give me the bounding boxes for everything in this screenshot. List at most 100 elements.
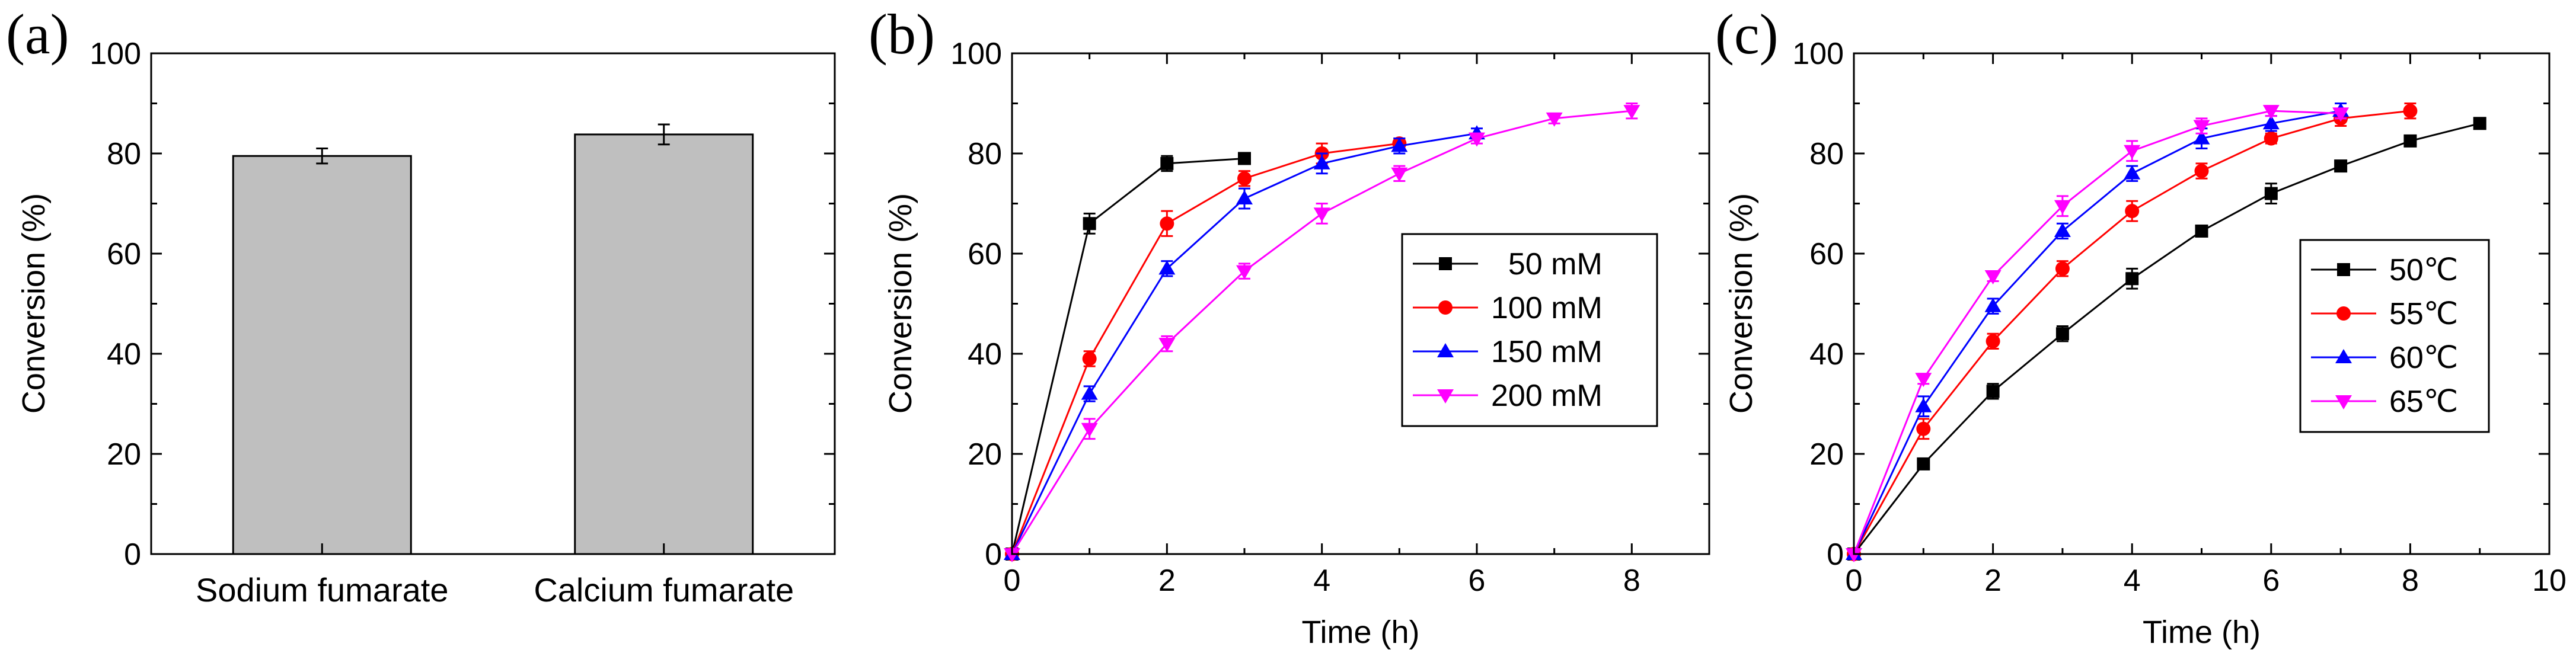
x-tick-label: 2 <box>1158 564 1176 598</box>
y-tick-label: 100 <box>90 37 141 71</box>
x-tick-label: 8 <box>1623 564 1640 598</box>
y-tick-label: 40 <box>968 337 1002 372</box>
data-point <box>1236 265 1253 280</box>
series-2 <box>1846 103 2350 560</box>
data-point <box>1238 152 1251 165</box>
legend-label: 150 mM <box>1491 335 1603 369</box>
data-point <box>1081 422 1098 437</box>
y-tick-label: 20 <box>107 437 141 472</box>
series-line <box>1853 110 2341 555</box>
legend-marker <box>1438 300 1453 315</box>
chart-panel-a: (a) 0 20 40 60 80 100 Conversion (%) Sodium fuma… <box>6 2 836 609</box>
data-point <box>2125 272 2139 286</box>
data-point <box>2403 134 2417 148</box>
data-point <box>1081 385 1098 400</box>
y-tick-label: 60 <box>968 237 1002 271</box>
data-point <box>2332 107 2350 122</box>
legend-label: 200 mM <box>1491 379 1603 413</box>
data-point <box>2334 159 2348 173</box>
x-tick-label: 6 <box>2262 564 2280 598</box>
series-3 <box>1004 103 1640 562</box>
y-tick-label: 0 <box>985 537 1002 572</box>
y-tick-label: 60 <box>1809 237 1844 271</box>
data-point <box>1160 156 1174 170</box>
x-tick-label: 8 <box>2402 564 2419 598</box>
data-point <box>1313 207 1330 222</box>
x-tick-label: 0 <box>1004 564 1021 598</box>
series-line <box>1011 157 1245 555</box>
data-point <box>1846 548 1862 562</box>
legend-marker <box>1437 389 1454 404</box>
panel-label: (a) <box>6 2 69 66</box>
data-point <box>1623 105 1640 120</box>
data-point <box>1984 270 2002 285</box>
data-point <box>2264 131 2278 146</box>
data-point <box>1986 385 2000 398</box>
data-point <box>1237 171 1252 186</box>
x-category-label: Calcium fumarate <box>534 571 794 609</box>
chart-panel-b: (b) 0 20 40 60 80 100 Conversion (%) 0 2 4 6 8 Time (… <box>869 2 1710 650</box>
data-point <box>1546 112 1563 127</box>
data-point <box>1236 190 1253 205</box>
legend: 50℃ 55℃ 60℃ 65℃ <box>2299 239 2490 433</box>
data-point <box>1391 167 1408 182</box>
data-point <box>1160 216 1174 231</box>
legend-label: 100 mM <box>1491 291 1603 325</box>
y-axis-label: Conversion (%) <box>16 193 52 414</box>
data-point <box>2193 130 2210 145</box>
series-line <box>1011 142 1400 555</box>
data-point <box>2055 327 2069 341</box>
data-point <box>1984 297 2002 312</box>
data-point <box>2193 120 2210 135</box>
series-3 <box>1846 105 2350 562</box>
x-axis-label: Time (h) <box>2143 614 2261 650</box>
legend-marker <box>2337 263 2350 276</box>
y-tick-label: 100 <box>1792 37 1844 71</box>
y-axis-label: Conversion (%) <box>883 193 918 414</box>
data-point <box>2195 224 2208 238</box>
data-point <box>2194 164 2209 178</box>
legend-label: 50℃ <box>2389 253 2458 287</box>
data-point <box>2264 187 2278 200</box>
y-tick-label: 80 <box>107 137 141 171</box>
legend-label: 50 mM <box>1491 247 1603 281</box>
chart-panel-c: (c) 0 20 40 60 80 100 Conversion (%) 0 2 4 6 8 10 Time… <box>1715 2 2567 650</box>
data-point <box>1469 132 1485 147</box>
y-tick-label: 40 <box>1809 337 1844 372</box>
panel-label: (b) <box>869 2 935 66</box>
y-tick-label: 100 <box>950 37 1002 71</box>
data-point <box>1313 155 1330 169</box>
x-tick-label: 2 <box>1984 564 2002 598</box>
legend-label: 65℃ <box>2389 385 2458 419</box>
y-tick-label: 40 <box>107 337 141 372</box>
plot-frame <box>1011 52 1710 555</box>
series-line <box>1853 122 2481 555</box>
data-point <box>1158 260 1176 275</box>
legend-marker <box>2335 349 2352 363</box>
data-point <box>2055 261 2070 276</box>
data-point <box>2125 204 2140 219</box>
series-0 <box>1005 152 1251 561</box>
data-point <box>2403 104 2418 119</box>
data-point <box>1391 137 1408 152</box>
bar <box>574 133 754 555</box>
x-tick-label: 10 <box>2532 564 2567 598</box>
y-tick-label: 80 <box>968 137 1002 171</box>
data-point <box>1083 217 1096 231</box>
y-tick-label: 20 <box>968 437 1002 472</box>
series-line <box>1853 110 2341 555</box>
legend-marker <box>2335 395 2352 409</box>
legend-marker <box>2336 306 2351 321</box>
data-point <box>2124 145 2141 159</box>
data-point <box>1915 398 1932 412</box>
bar <box>232 155 412 555</box>
data-point <box>1986 334 2000 348</box>
panel-label: (c) <box>1715 2 1779 66</box>
x-tick-label: 4 <box>2124 564 2141 598</box>
y-axis-label: Conversion (%) <box>1723 193 1759 414</box>
y-tick-label: 0 <box>124 537 141 572</box>
data-point <box>2054 222 2071 237</box>
x-category-label: Sodium fumarate <box>196 571 448 609</box>
data-point <box>1915 373 1932 388</box>
